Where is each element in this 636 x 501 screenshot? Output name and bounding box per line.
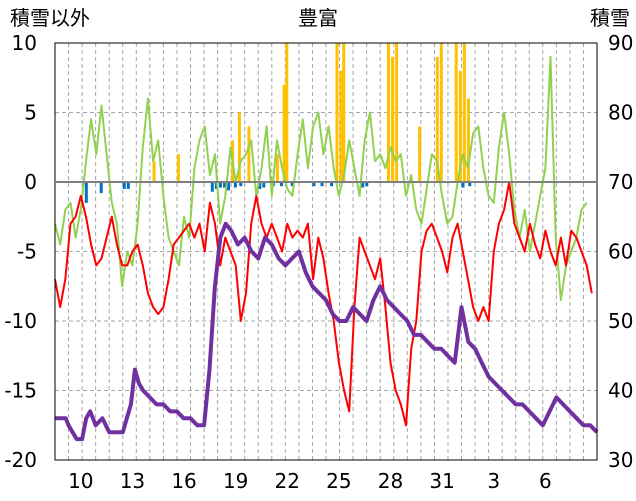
x-tick-label: 22: [275, 469, 300, 493]
left-y-tick-label: 5: [24, 101, 37, 125]
x-tick-label: 10: [68, 469, 93, 493]
negative-bar: [365, 182, 369, 187]
negative-bar: [468, 182, 472, 187]
grid: [55, 43, 597, 460]
precip-bar: [454, 43, 458, 182]
precip-bar: [339, 70, 343, 182]
x-tick-label: 28: [378, 469, 403, 493]
x-tick-label: 19: [223, 469, 248, 493]
left-axis-label: 積雪以外: [10, 6, 90, 30]
left-y-tick-label: -10: [4, 309, 37, 333]
negative-bar: [330, 182, 334, 187]
negative-bar: [239, 182, 243, 187]
precip-bar: [466, 98, 470, 182]
negative-bar: [99, 182, 103, 194]
right-axis-label: 積雪: [590, 6, 630, 30]
negative-bar: [290, 182, 294, 187]
negative-bar: [312, 182, 316, 187]
precip-bar: [395, 43, 399, 182]
x-tick-label: 25: [326, 469, 351, 493]
left-y-tick-label: 0: [24, 170, 37, 194]
negative-bar: [279, 182, 283, 187]
x-tick-label: 6: [539, 469, 552, 493]
plot-frame: [54, 42, 598, 461]
negative-bar: [320, 182, 324, 187]
precip-bar: [391, 56, 395, 182]
precip-bar: [237, 112, 241, 182]
negative-bar: [210, 182, 214, 192]
precip-bar: [462, 43, 466, 182]
precip-bar: [247, 126, 251, 182]
negative-bar: [361, 182, 365, 188]
negative-bar: [223, 182, 227, 188]
negative-bar: [227, 182, 231, 191]
precip-bar: [282, 84, 286, 182]
precip-bar: [285, 43, 289, 182]
precip-bar: [342, 43, 346, 182]
precip-bar: [152, 161, 156, 182]
x-tick-label: 3: [487, 469, 500, 493]
x-tick-labels: 10 13 16 19 22 25 28 31 3 6: [68, 469, 552, 493]
left-y-tick-label: -5: [17, 240, 37, 264]
left-y-tick-label: 10: [12, 31, 37, 55]
series-line-green: [54, 55, 588, 302]
left-y-tick-label: -20: [4, 448, 37, 472]
negative-bar: [262, 182, 266, 188]
chart-title: 豊富: [298, 6, 338, 30]
x-tick-label: 13: [120, 469, 145, 493]
right-y-tick-label: 60: [608, 240, 633, 264]
negative-bar: [461, 182, 465, 188]
negative-bar: [122, 182, 126, 189]
x-tick-label: 16: [171, 469, 196, 493]
series-line-purple: [55, 221, 599, 442]
right-y-tick-label: 40: [608, 379, 633, 403]
left-y-tick-label: -15: [4, 379, 37, 403]
left-y-tick-labels: 10 5 0 -5 -10 -15 -20: [4, 31, 37, 472]
negative-bar: [233, 182, 237, 188]
precip-bar: [439, 43, 443, 182]
precip-bar: [418, 126, 422, 182]
precip-bar: [458, 70, 462, 182]
negative-bar: [126, 182, 130, 189]
negative-bar: [218, 182, 222, 188]
negative-bar: [84, 182, 88, 203]
right-y-tick-label: 90: [608, 31, 633, 55]
precip-bar: [176, 154, 180, 182]
right-y-tick-label: 70: [608, 170, 633, 194]
negative-bar: [258, 182, 262, 189]
precip-bar: [275, 154, 279, 182]
precip-bar: [435, 56, 439, 182]
right-y-tick-label: 50: [608, 309, 633, 333]
right-y-tick-label: 80: [608, 101, 633, 125]
x-tick-label: 31: [429, 469, 454, 493]
precip-bar: [335, 43, 339, 182]
right-y-tick-label: 30: [608, 448, 633, 472]
right-y-tick-labels: 90 80 70 60 50 40 30: [608, 31, 633, 472]
precip-bar: [386, 43, 390, 182]
bars: [84, 43, 472, 203]
series-line-red: [54, 181, 593, 427]
series-lines: [54, 55, 599, 442]
